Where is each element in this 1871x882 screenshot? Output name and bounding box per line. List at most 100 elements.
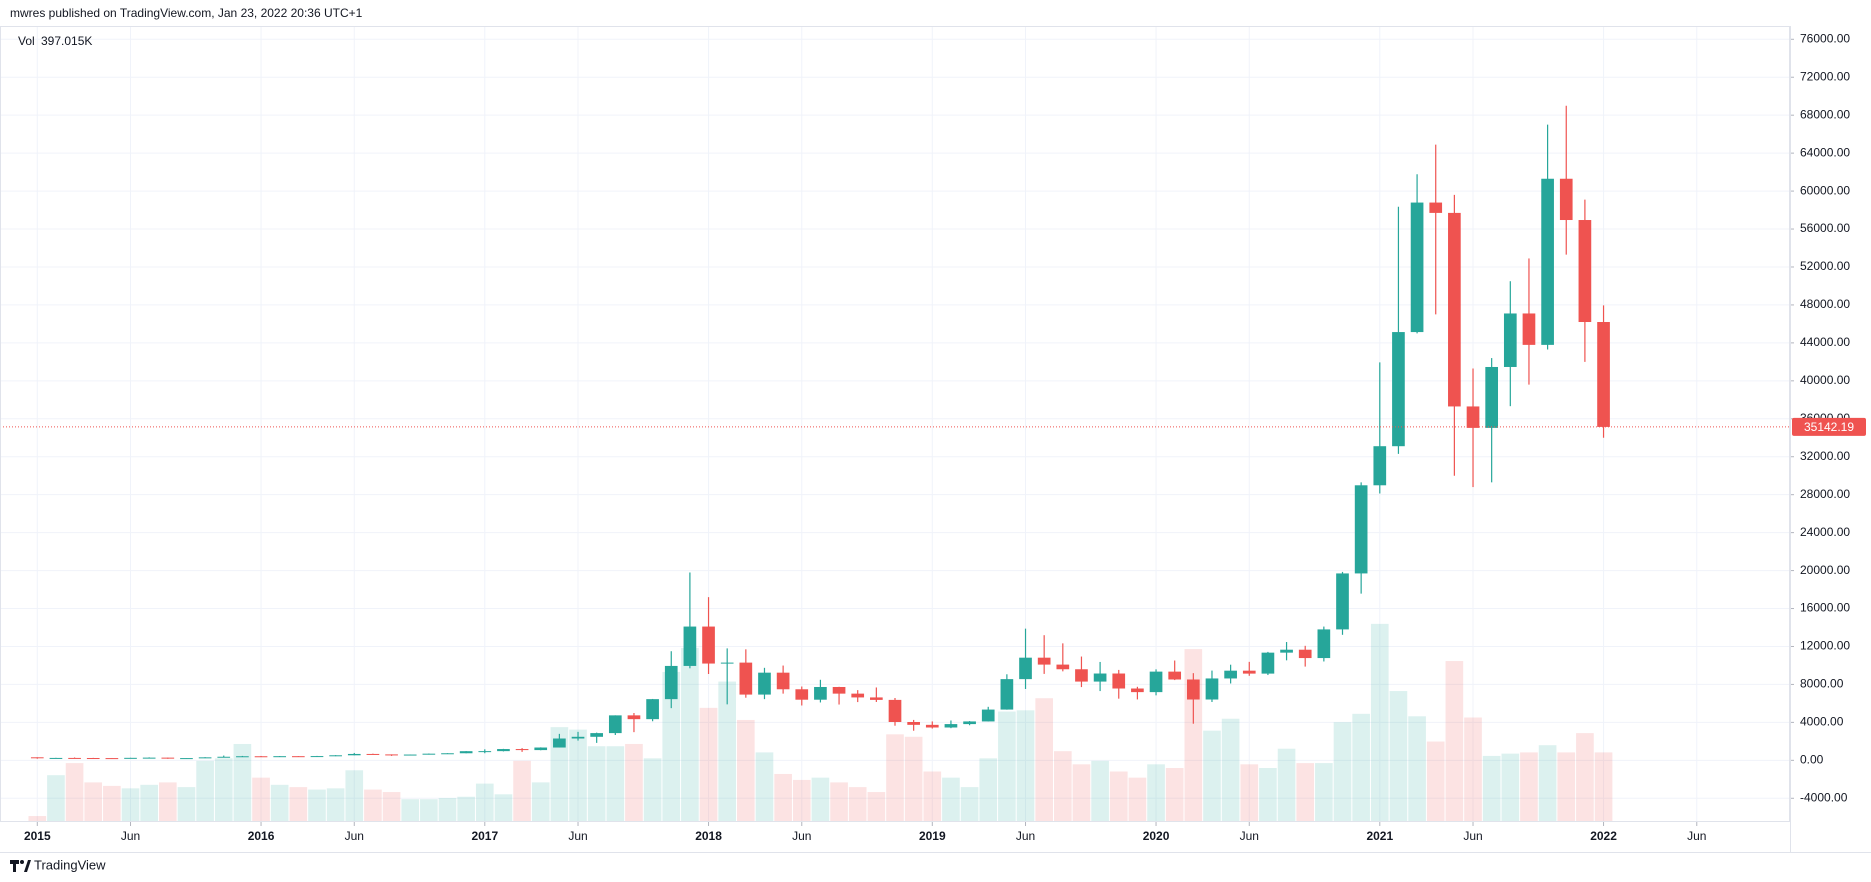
volume-bar (103, 785, 121, 822)
candle-body (403, 754, 417, 756)
volume-bar (326, 788, 345, 822)
x-tick-label: Jun (1687, 829, 1706, 843)
logo-shape (20, 860, 24, 864)
volume-bar (364, 789, 382, 822)
candle-body (1205, 678, 1219, 700)
x-tick-label: 2015 (24, 829, 51, 843)
logo-shape (24, 860, 31, 872)
candle-body (1410, 202, 1424, 333)
candle-body (1093, 673, 1107, 682)
volume-bar (289, 787, 308, 822)
volume-bar (1315, 763, 1333, 822)
candle-body (1503, 313, 1517, 367)
candle-body (981, 709, 995, 722)
candle-body (1075, 669, 1088, 682)
volume-bar (252, 777, 270, 822)
candle-body (1354, 485, 1368, 574)
candle-body (664, 665, 678, 700)
candle-body (888, 699, 902, 723)
candle-body (1597, 322, 1610, 427)
volume-bar (1557, 752, 1576, 822)
header: mwres published on TradingView.com, Jan … (10, 6, 363, 20)
x-tick-label: 2021 (1366, 829, 1393, 843)
candle-body (1149, 671, 1163, 693)
volume-bar (1482, 755, 1501, 822)
candle-body (1112, 673, 1126, 689)
volume-bar (1520, 752, 1538, 822)
x-tick-label: Jun (792, 829, 811, 843)
candle-body (870, 697, 883, 700)
candle-body (1429, 202, 1443, 213)
candle-body (478, 751, 492, 753)
y-tick-label: -4000.00 (1800, 790, 1848, 804)
volume-bar (140, 784, 158, 822)
candle-body (422, 753, 436, 755)
candle-body (1037, 657, 1051, 665)
candle-body (1168, 671, 1182, 680)
volume-bar (1464, 717, 1482, 822)
volume-bar (1053, 751, 1072, 822)
candle-body (1224, 670, 1237, 679)
volume-bar (1109, 771, 1128, 822)
volume-bar (1445, 661, 1464, 822)
x-tick-label: 2022 (1590, 829, 1617, 843)
candle-body (236, 756, 249, 758)
pane-border (0, 26, 1790, 822)
candle-body (161, 757, 175, 759)
y-tick-label: 60000.00 (1800, 183, 1850, 197)
volume-bar (1501, 753, 1520, 822)
candle-body (49, 757, 63, 759)
candle-body (1317, 629, 1331, 659)
candle-body (1485, 366, 1499, 428)
volume-bar (1072, 764, 1091, 822)
volume-bar (998, 711, 1016, 822)
last-price-label: 35142.19 (1804, 420, 1854, 434)
candle-body (1336, 573, 1349, 630)
volume-bar (28, 816, 47, 822)
volume-bar (923, 771, 942, 822)
volume-bar (1203, 730, 1221, 822)
candle-body (273, 756, 287, 758)
volume-bar (1128, 777, 1147, 822)
candle-body (907, 722, 920, 725)
x-tick-label: 2018 (695, 829, 722, 843)
volume-bar (382, 792, 401, 822)
volume-legend-name: Vol (18, 34, 35, 48)
volume-bar (1091, 760, 1109, 822)
logo (10, 860, 31, 872)
candle-body (739, 662, 753, 695)
volume-bar (1426, 741, 1445, 822)
volume-pane (28, 623, 1613, 822)
y-tick-label: 64000.00 (1800, 145, 1850, 159)
candle-body (1373, 446, 1387, 486)
volume-bar (960, 787, 979, 822)
volume-bar (438, 797, 457, 822)
volume-bar (158, 782, 177, 822)
volume-bar (121, 788, 140, 822)
y-tick-label: 76000.00 (1800, 31, 1850, 45)
x-tick-label: Jun (568, 829, 587, 843)
volume-bar (643, 758, 662, 822)
footer-brand: TradingView (34, 857, 106, 872)
candles (0, 105, 1790, 760)
candle-body (1559, 178, 1573, 221)
volume-bar (1389, 691, 1408, 822)
volume-bar (177, 787, 196, 822)
y-tick-label: 12000.00 (1800, 639, 1850, 653)
candle-body (105, 758, 119, 760)
volume-bar (1277, 748, 1296, 822)
candle-body (1000, 679, 1014, 710)
candle-body (1298, 649, 1312, 659)
candle-body (1280, 649, 1293, 653)
y-tick-label: 28000.00 (1800, 487, 1850, 501)
volume-bar (1221, 718, 1240, 822)
volume-bar (662, 671, 681, 822)
volume-bar (1352, 713, 1370, 822)
volume-bar (65, 763, 84, 822)
x-tick-label: Jun (345, 829, 364, 843)
axes: -4000.00 0.00 4000.00 8000.00 12000.00 16000.… (24, 31, 1866, 843)
volume-bar (886, 734, 904, 822)
volume-bar (718, 681, 737, 822)
candle-body (217, 756, 231, 758)
